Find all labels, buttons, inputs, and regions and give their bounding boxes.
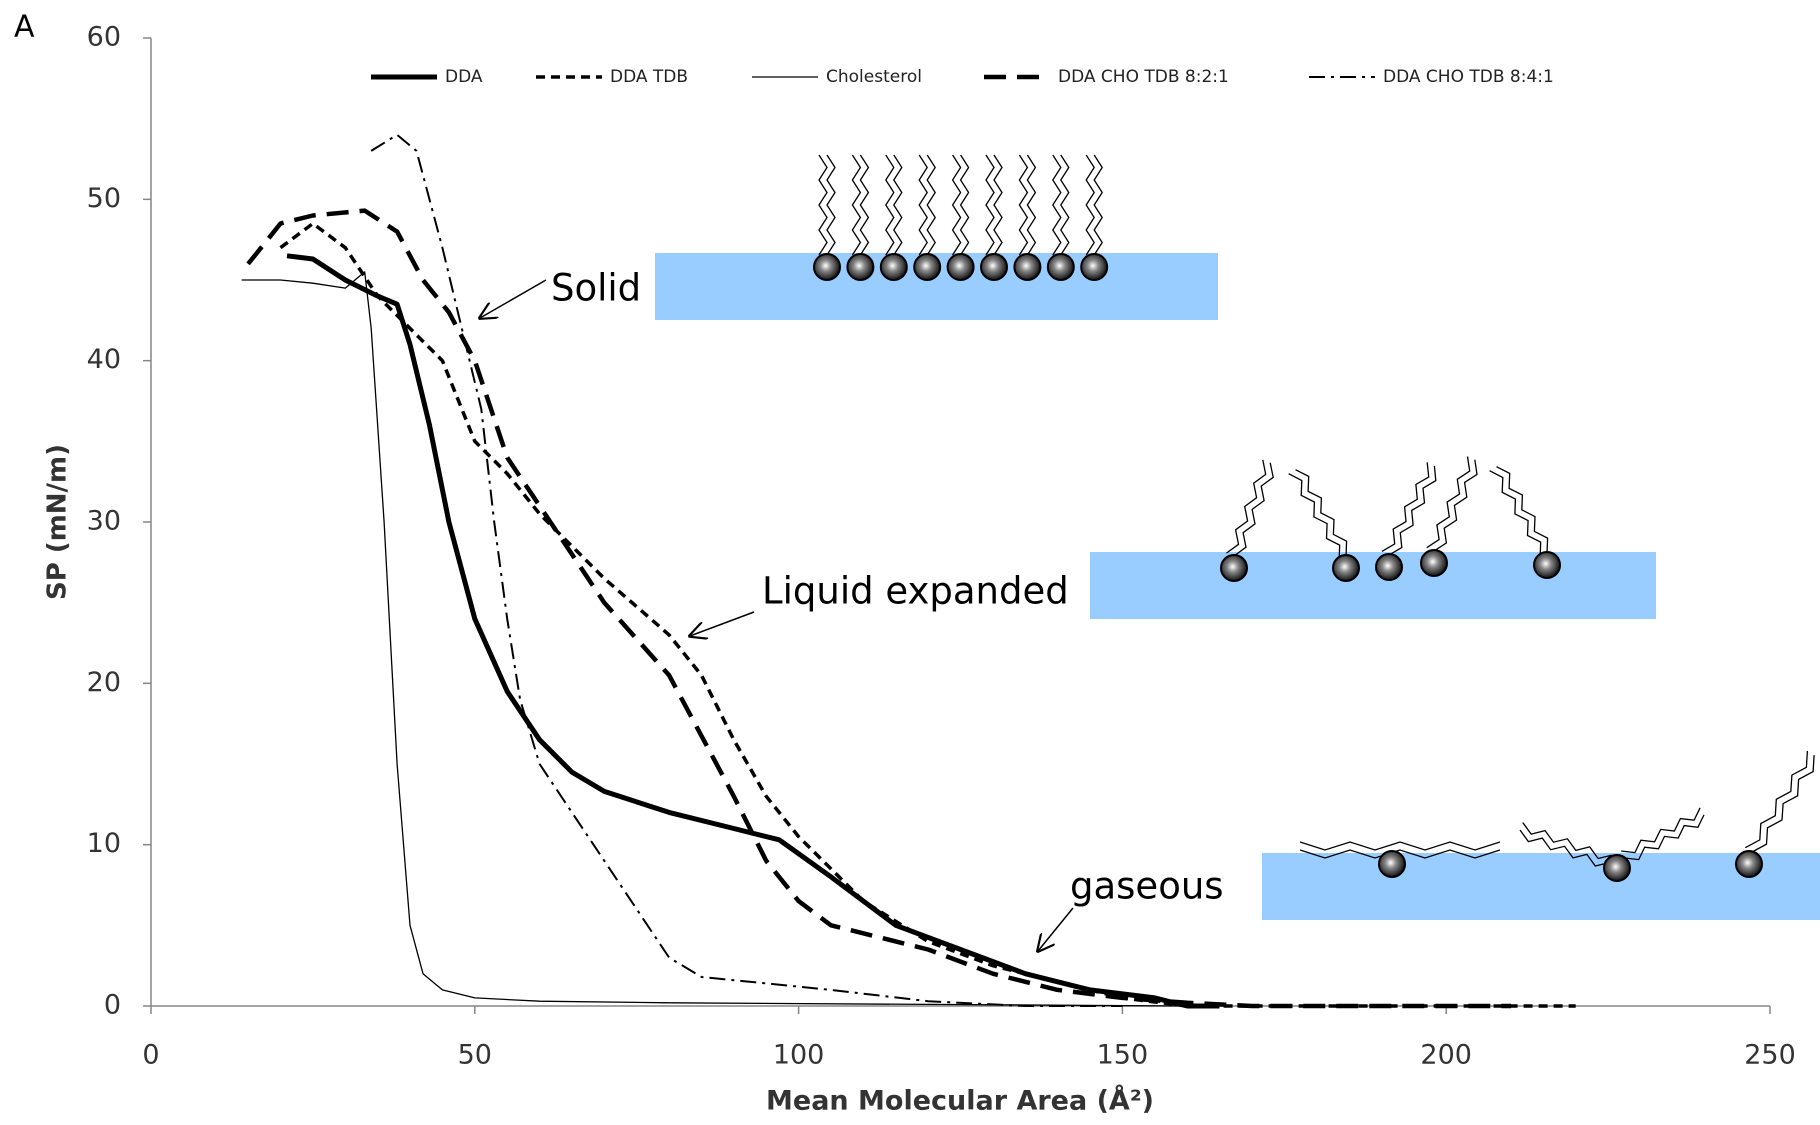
lipid-tail [1621, 807, 1701, 854]
lipid-tail [1295, 469, 1348, 557]
lipid-tail [1751, 755, 1815, 853]
lipid-head [980, 253, 1008, 281]
lipid-tail [918, 154, 928, 256]
x-tick-label: 100 [773, 1040, 825, 1071]
lipid-tail [1026, 154, 1037, 256]
lipid-head [1080, 253, 1109, 281]
x-tick-label: 50 [458, 1040, 492, 1071]
lipid-tail [1226, 459, 1267, 554]
series-line [241, 271, 1188, 1007]
lipid-head [946, 253, 975, 281]
lipid-tail [1744, 750, 1809, 849]
y-tick-label: 10 [87, 828, 121, 859]
lipid-tail [1519, 829, 1610, 867]
lipid-head [1420, 549, 1448, 577]
lipid-tail [1299, 841, 1501, 851]
arrow [690, 611, 755, 636]
y-tick-label: 60 [87, 22, 121, 53]
lipid-tail [1426, 456, 1471, 549]
y-tick-label: 40 [87, 344, 121, 375]
water-surface [1090, 552, 1656, 619]
lipid-tail [1060, 154, 1070, 256]
legend-label: DDA TDB [610, 67, 688, 87]
lipid-tail [1496, 466, 1549, 554]
lipid-head [846, 253, 875, 281]
lipid-tail [885, 154, 895, 256]
lipid-tail [1052, 154, 1062, 256]
series-line [370, 133, 1123, 1007]
legend-label: Cholesterol [826, 67, 922, 87]
lipid-head [1046, 253, 1075, 281]
lipid-tail [1288, 473, 1341, 561]
lipid-tail [1299, 849, 1501, 859]
lipid-head [1533, 551, 1561, 579]
lipid-tail [1522, 822, 1613, 860]
annotation: Solid [551, 267, 641, 310]
diagram [480, 154, 1820, 951]
series-line [279, 221, 1576, 1008]
lipid-tail [993, 154, 1003, 256]
lipid-head [1375, 553, 1403, 581]
legend-label: DDA CHO TDB 8:4:1 [1383, 67, 1554, 87]
annotation: gaseous [1070, 865, 1224, 908]
y-tick-label: 50 [87, 183, 121, 214]
lipid-head [1332, 554, 1360, 582]
lipid-head [879, 253, 908, 281]
lipid-tail [1624, 814, 1705, 861]
legend-label: DDA [445, 67, 483, 87]
lipid-head [913, 253, 942, 281]
lipid-head [1735, 850, 1763, 878]
lipid-tail [818, 154, 828, 256]
lipid-tail [1085, 154, 1095, 256]
lipid-tail [1233, 462, 1274, 557]
y-tick-label: 0 [104, 990, 121, 1021]
series-line [246, 208, 1511, 1009]
lipid-tail [951, 154, 962, 256]
water-surface [1262, 853, 1820, 920]
lipid-tail [1489, 470, 1542, 558]
lipid-head [813, 253, 841, 281]
y-axis-title: SP (mN/m) [43, 444, 73, 600]
lipid-tail [985, 154, 995, 256]
lipid-tail [1018, 154, 1029, 256]
x-tick-label: 250 [1744, 1040, 1796, 1071]
lipid-tail [959, 154, 970, 256]
lipid-tail [859, 154, 870, 256]
lipid-tail [1388, 465, 1437, 556]
annotation: Liquid expanded [762, 570, 1069, 613]
lipid-tail [851, 154, 862, 256]
lipid-head [1220, 554, 1248, 582]
lipid-head [1013, 253, 1042, 281]
y-tick-label: 20 [87, 667, 121, 698]
lipid-tail [926, 154, 936, 256]
lipid-head [1378, 850, 1406, 878]
x-axis-title: Mean Molecular Area (Å²) [766, 1085, 1154, 1117]
arrow [1038, 907, 1074, 951]
arrow [480, 279, 547, 318]
lipid-tail [826, 154, 836, 256]
x-tick-label: 0 [142, 1040, 159, 1071]
y-tick-label: 30 [87, 506, 121, 537]
lipid-tail [893, 154, 903, 256]
legend-label: DDA CHO TDB 8:2:1 [1058, 67, 1229, 87]
lipid-tail [1433, 459, 1478, 552]
x-tick-label: 150 [1097, 1040, 1149, 1071]
lipid-head [1603, 854, 1631, 882]
lipid-tail [1381, 462, 1430, 552]
lipid-tail [1093, 154, 1103, 256]
x-tick-label: 200 [1420, 1040, 1472, 1071]
panel-label: A [14, 10, 35, 45]
